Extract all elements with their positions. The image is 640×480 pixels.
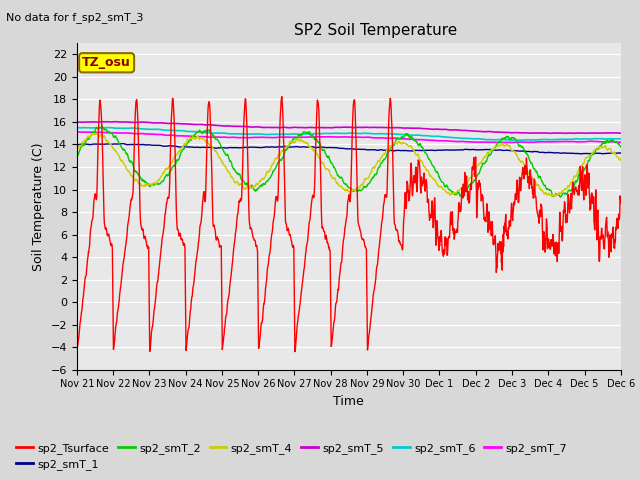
sp2_smT_2 [115, 141, 123, 146]
sp2_smT_6 [115, 125, 123, 131]
X-axis label: Time: Time [333, 395, 364, 408]
sp2_smT_4 [304, 141, 312, 147]
sp2_Tsurface [326, 247, 333, 253]
sp2_smT_7 [138, 131, 145, 136]
sp2_smT_2 [325, 155, 333, 160]
Line: sp2_smT_6: sp2_smT_6 [77, 128, 621, 140]
sp2_smT_7 [73, 129, 81, 135]
sp2_smT_1 [138, 142, 145, 147]
Line: sp2_smT_4: sp2_smT_4 [77, 133, 621, 196]
sp2_Tsurface [305, 229, 312, 235]
sp2_smT_5 [562, 131, 570, 136]
sp2_smT_2 [316, 140, 323, 145]
Y-axis label: Soil Temperature (C): Soil Temperature (C) [32, 142, 45, 271]
sp2_smT_1 [304, 144, 312, 150]
sp2_smT_2 [99, 124, 106, 130]
Line: sp2_smT_2: sp2_smT_2 [77, 127, 621, 197]
sp2_Tsurface [291, 349, 299, 355]
sp2_smT_7 [316, 134, 323, 140]
sp2_smT_5 [304, 125, 312, 131]
sp2_Tsurface [316, 132, 323, 138]
sp2_Tsurface [73, 346, 81, 351]
sp2_Tsurface [115, 300, 123, 305]
sp2_smT_6 [383, 131, 390, 137]
Title: SP2 Soil Temperature: SP2 Soil Temperature [294, 23, 458, 38]
sp2_smT_5 [383, 125, 390, 131]
Line: sp2_smT_1: sp2_smT_1 [77, 144, 621, 154]
sp2_smT_1 [115, 141, 123, 147]
sp2_smT_7 [75, 129, 83, 135]
sp2_smT_1 [120, 141, 127, 146]
sp2_smT_1 [73, 142, 81, 148]
sp2_smT_5 [325, 125, 333, 131]
sp2_smT_6 [73, 125, 81, 131]
sp2_smT_1 [316, 144, 323, 150]
sp2_smT_1 [578, 151, 586, 156]
sp2_smT_4 [551, 193, 559, 199]
sp2_Tsurface [383, 188, 391, 193]
sp2_smT_5 [115, 119, 123, 125]
sp2_smT_1 [383, 147, 390, 153]
sp2_smT_4 [316, 155, 323, 160]
Text: No data for f_sp2_smT_3: No data for f_sp2_smT_3 [6, 12, 144, 23]
sp2_smT_2 [556, 194, 564, 200]
Text: TZ_osu: TZ_osu [82, 56, 131, 69]
Legend: sp2_Tsurface, sp2_smT_1, sp2_smT_2, sp2_smT_4, sp2_smT_5, sp2_smT_6, sp2_smT_7: sp2_Tsurface, sp2_smT_1, sp2_smT_2, sp2_… [12, 438, 572, 474]
sp2_smT_2 [304, 131, 312, 136]
sp2_smT_4 [325, 168, 333, 174]
Line: sp2_smT_7: sp2_smT_7 [77, 132, 621, 143]
sp2_smT_2 [138, 176, 145, 182]
sp2_smT_7 [383, 135, 390, 141]
sp2_smT_6 [518, 137, 525, 143]
sp2_Tsurface [278, 94, 285, 99]
sp2_smT_2 [73, 153, 81, 158]
sp2_smT_2 [617, 144, 625, 150]
sp2_smT_4 [138, 182, 145, 188]
sp2_smT_1 [325, 144, 333, 150]
sp2_smT_7 [115, 130, 123, 136]
sp2_smT_7 [304, 134, 312, 140]
sp2_smT_4 [93, 131, 100, 136]
sp2_smT_5 [617, 130, 625, 136]
sp2_smT_6 [325, 131, 333, 136]
sp2_smT_5 [138, 119, 145, 125]
sp2_smT_6 [106, 125, 114, 131]
sp2_smT_4 [383, 147, 390, 153]
sp2_smT_7 [508, 140, 515, 145]
sp2_smT_5 [316, 125, 323, 131]
sp2_smT_7 [617, 139, 625, 145]
Line: sp2_Tsurface: sp2_Tsurface [77, 96, 621, 352]
sp2_Tsurface [137, 223, 145, 228]
sp2_smT_4 [617, 156, 625, 162]
sp2_smT_4 [115, 154, 123, 159]
sp2_smT_6 [316, 131, 323, 136]
sp2_smT_6 [304, 131, 312, 137]
sp2_smT_5 [73, 120, 81, 125]
sp2_Tsurface [617, 201, 625, 206]
sp2_smT_5 [99, 119, 106, 124]
sp2_smT_2 [383, 152, 390, 158]
sp2_smT_6 [138, 126, 145, 132]
Line: sp2_smT_5: sp2_smT_5 [77, 121, 621, 133]
sp2_smT_4 [73, 147, 81, 153]
sp2_smT_1 [617, 150, 625, 156]
sp2_smT_7 [325, 134, 333, 140]
sp2_smT_6 [617, 136, 625, 142]
